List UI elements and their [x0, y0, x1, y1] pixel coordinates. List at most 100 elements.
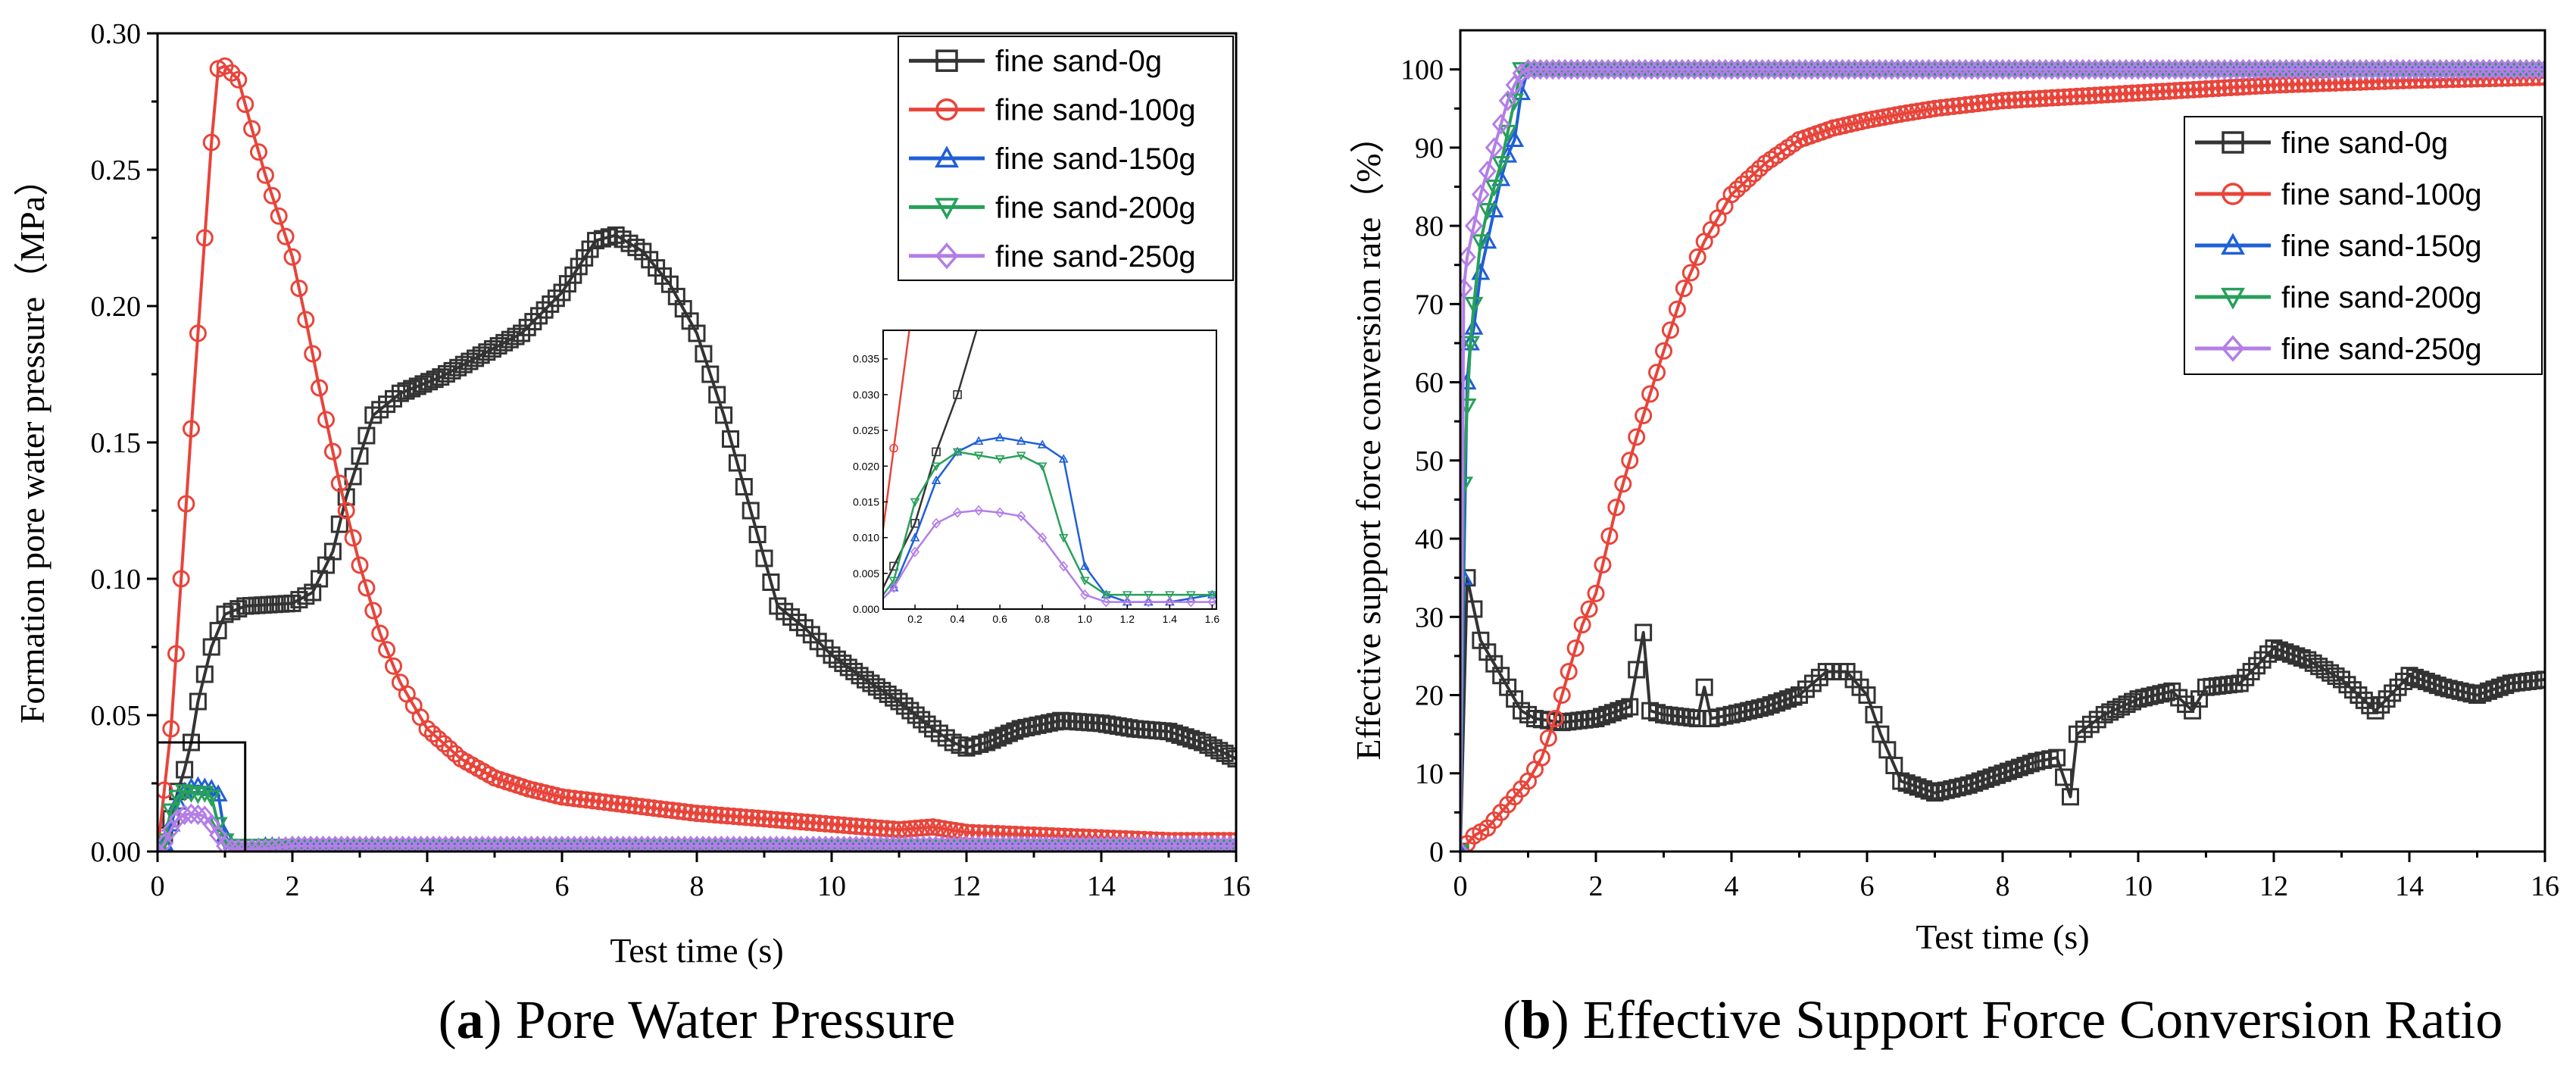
a-inset-point-fine-sand-200g	[1251, 592, 1258, 598]
b-point-fine-sand-250g	[2474, 58, 2493, 80]
b-point-fine-sand-0g	[2361, 696, 2379, 714]
a-point-fine-sand-0g	[195, 665, 214, 683]
a-inset-point-fine-sand-200g	[1037, 462, 1048, 471]
a-inset-point-fine-sand-100g	[1675, 223, 1683, 230]
a-point-fine-sand-250g	[236, 838, 254, 852]
b-point-fine-sand-250g	[1728, 58, 1747, 80]
a-point-fine-sand-250g	[853, 836, 872, 852]
a-inset-point-fine-sand-200g	[1079, 577, 1090, 586]
a-point-fine-sand-0g	[1006, 722, 1024, 740]
a-point-fine-sand-100g	[162, 720, 180, 738]
a-point-fine-sand-250g	[351, 836, 369, 852]
a-point-fine-sand-100g	[177, 495, 195, 513]
a-point-fine-sand-100g	[423, 725, 442, 743]
b-point-fine-sand-100g	[1932, 98, 1950, 117]
a-inset-point-fine-sand-200g	[1866, 592, 1874, 598]
a-point-fine-sand-100g	[731, 808, 749, 826]
a-inset-point-fine-sand-250g	[2228, 590, 2235, 599]
a-inset-point-fine-sand-100g	[1612, 119, 1619, 127]
panel-a-y-axis-title: Formation pore water pressure（MPa）	[13, 161, 52, 723]
a-inset-point-fine-sand-250g	[2440, 590, 2447, 599]
a-point-fine-sand-200g	[168, 789, 188, 808]
b-point-fine-sand-0g	[2462, 685, 2481, 703]
b-point-fine-sand-100g	[1750, 159, 1769, 177]
a-inset-point-fine-sand-200g	[1739, 592, 1747, 598]
a-inset-point-fine-sand-250g	[2397, 590, 2405, 599]
b-point-fine-sand-0g	[2055, 768, 2073, 786]
a-inset-point-fine-sand-150g	[1037, 439, 1048, 448]
a-point-fine-sand-250g	[168, 808, 187, 830]
b-point-fine-sand-100g	[2098, 86, 2116, 104]
b-point-fine-sand-100g	[1675, 280, 1693, 298]
b-point-fine-sand-0g	[2157, 683, 2175, 702]
a-point-fine-sand-100g	[364, 602, 382, 620]
b-point-fine-sand-250g	[1962, 58, 1981, 80]
a-point-fine-sand-100g	[700, 805, 718, 823]
a-inset-point-fine-sand-250g	[1845, 590, 1853, 599]
a-point-fine-sand-250g	[890, 836, 908, 852]
b-point-fine-sand-100g	[2037, 89, 2055, 108]
a-point-fine-sand-250g	[1110, 836, 1129, 852]
b-point-fine-sand-250g	[2406, 58, 2425, 80]
b-point-fine-sand-100g	[2160, 82, 2178, 100]
b-point-fine-sand-250g	[1944, 58, 1962, 80]
a-inset-point-fine-sand-250g	[1951, 590, 1959, 599]
a-inset-point-fine-sand-150g	[1675, 591, 1683, 598]
b-point-fine-sand-0g	[2146, 686, 2164, 705]
a-inset-point-fine-sand-250g	[2015, 590, 2022, 599]
b-point-fine-sand-250g	[1808, 58, 1827, 80]
b-point-fine-sand-100g	[1903, 103, 1922, 121]
b-point-fine-sand-0g	[2124, 692, 2142, 711]
b-point-fine-sand-100g	[1897, 104, 1916, 122]
a-inset-point-fine-sand-200g	[1612, 592, 1619, 598]
b-point-fine-sand-0g	[2265, 639, 2283, 658]
a-point-fine-sand-100g	[351, 556, 369, 574]
b-point-fine-sand-250g	[2536, 58, 2545, 80]
b-point-fine-sand-100g	[2000, 91, 2018, 109]
a-inset-point-fine-sand-100g	[1909, 402, 1916, 410]
a-point-fine-sand-250g	[1196, 836, 1215, 852]
a-inset-point-fine-sand-200g	[1697, 592, 1704, 598]
a-point-fine-sand-250g	[229, 838, 248, 852]
b-point-fine-sand-250g	[1460, 246, 1476, 268]
b-point-fine-sand-250g	[2357, 58, 2376, 80]
a-point-fine-sand-250g	[982, 836, 1001, 852]
b-point-fine-sand-250g	[1981, 58, 2000, 80]
a-point-fine-sand-250g	[1190, 836, 1209, 852]
b-point-fine-sand-0g	[2490, 678, 2509, 696]
b-point-fine-sand-0g	[2237, 668, 2255, 686]
a-inset-point-fine-sand-200g	[2482, 592, 2490, 598]
a-point-fine-sand-100g	[688, 805, 706, 823]
a-point-fine-sand-250g	[454, 836, 473, 852]
a-point-fine-sand-250g	[718, 836, 737, 852]
b-point-fine-sand-250g	[2320, 58, 2339, 80]
a-inset-y-tick-label: 0.010	[853, 532, 879, 544]
a-x-tick-label: 8	[690, 870, 704, 902]
a-point-fine-sand-100g	[632, 798, 651, 816]
b-point-fine-sand-0g	[2412, 670, 2430, 689]
a-point-fine-sand-0g	[913, 711, 931, 729]
b-point-fine-sand-250g	[2400, 58, 2418, 80]
a-inset-point-fine-sand-250g	[2121, 590, 2128, 599]
a-inset-point-fine-sand-200g	[1930, 592, 1937, 598]
a-inset-point-fine-sand-250g	[974, 505, 984, 516]
a-inset-frame-bg	[882, 330, 1217, 610]
a-point-fine-sand-100g	[929, 819, 948, 837]
b-point-fine-sand-0g	[2281, 645, 2300, 663]
a-inset-point-fine-sand-100g	[2397, 488, 2405, 495]
b-point-fine-sand-250g	[2110, 58, 2129, 80]
b-x-tick-label: 2	[1589, 870, 1603, 902]
b-point-fine-sand-250g	[1987, 58, 2006, 80]
b-point-fine-sand-250g	[1919, 58, 1938, 80]
a-inset-point-fine-sand-150g	[1803, 591, 1810, 598]
b-point-fine-sand-150g	[1464, 317, 1484, 335]
a-point-fine-sand-250g	[748, 836, 767, 852]
a-point-fine-sand-250g	[1160, 836, 1178, 852]
a-y-tick-label: 0.10	[91, 564, 142, 595]
a-inset-point-fine-sand-250g	[1824, 590, 1831, 599]
b-point-fine-sand-250g	[1697, 58, 1716, 80]
b-point-fine-sand-0g	[1999, 762, 2017, 780]
a-point-fine-sand-100g	[712, 806, 730, 824]
b-point-fine-sand-100g	[2049, 89, 2067, 107]
a-point-fine-sand-250g	[1092, 836, 1110, 852]
